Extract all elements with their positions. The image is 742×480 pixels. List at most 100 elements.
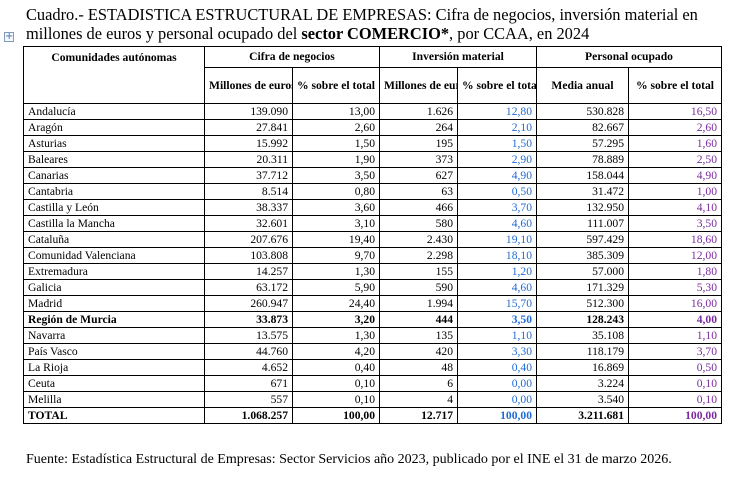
title-sector: sector COMERCIO*	[301, 24, 450, 43]
region-name-cell: Melilla	[23, 391, 205, 408]
value-cell: 3.224	[536, 375, 629, 392]
value-cell: 0,50	[457, 183, 537, 200]
value-cell: 3,10	[292, 215, 380, 232]
table-row: Ceuta 671 0,10 6 0,00 3.224 0,10	[23, 375, 722, 392]
value-cell: 4,10	[628, 199, 722, 216]
value-cell: 557	[204, 391, 293, 408]
value-cell: 78.889	[536, 151, 629, 168]
region-name-cell: Castilla y León	[23, 199, 205, 216]
value-cell: 100,00	[628, 407, 722, 424]
region-name-cell: Canarias	[23, 167, 205, 184]
value-cell: 158.044	[536, 167, 629, 184]
value-cell: 0,50	[628, 359, 722, 376]
value-cell: 1,50	[457, 135, 537, 152]
value-cell: 3,70	[457, 199, 537, 216]
value-cell: 195	[379, 135, 458, 152]
value-cell: 0,10	[628, 391, 722, 408]
value-cell: 3.211.681	[536, 407, 629, 424]
value-cell: 37.712	[204, 167, 293, 184]
value-cell: 171.329	[536, 279, 629, 296]
value-cell: 512.300	[536, 295, 629, 312]
value-cell: 1,30	[292, 327, 380, 344]
table-row: Asturias 15.992 1,50 195 1,50 57.295 1,60	[23, 135, 722, 152]
value-cell: 24,40	[292, 295, 380, 312]
value-cell: 31.472	[536, 183, 629, 200]
value-cell: 13.575	[204, 327, 293, 344]
value-cell: 2.430	[379, 231, 458, 248]
statistics-table: Comunidades autónomas Cifra de negocios …	[23, 46, 722, 424]
value-cell: 135	[379, 327, 458, 344]
value-cell: 57.295	[536, 135, 629, 152]
value-cell: 207.676	[204, 231, 293, 248]
value-cell: 27.841	[204, 119, 293, 136]
value-cell: 3,60	[292, 199, 380, 216]
region-name-cell: Cantabria	[23, 183, 205, 200]
value-cell: 32.601	[204, 215, 293, 232]
value-cell: 5,90	[292, 279, 380, 296]
value-cell: 3,50	[628, 215, 722, 232]
table-row: Cantabria 8.514 0,80 63 0,50 31.472 1,00	[23, 183, 722, 200]
value-cell: 132.950	[536, 199, 629, 216]
region-name-cell: La Rioja	[23, 359, 205, 376]
value-cell: 420	[379, 343, 458, 360]
value-cell: 1,50	[292, 135, 380, 152]
value-cell: 16.869	[536, 359, 629, 376]
value-cell: 103.808	[204, 247, 293, 264]
region-name-cell: Aragón	[23, 119, 205, 136]
subheader-inversion-millones: Millones de euros	[379, 67, 458, 104]
value-cell: 57.000	[536, 263, 629, 280]
region-name-cell: Extremadura	[23, 263, 205, 280]
table-body: Andalucía 139.090 13,00 1.626 12,80 530.828 16…	[23, 103, 722, 424]
value-cell: 260.947	[204, 295, 293, 312]
table-row: Melilla 557 0,10 4 0,00 3.540 0,10	[23, 391, 722, 408]
value-cell: 18,60	[628, 231, 722, 248]
table-move-handle-icon[interactable]: +	[4, 31, 14, 42]
table-row: Comunidad Valenciana 103.808 9,70 2.298 18,1…	[23, 247, 722, 264]
table-row: Andalucía 139.090 13,00 1.626 12,80 530.828 16…	[23, 103, 722, 120]
value-cell: 597.429	[536, 231, 629, 248]
value-cell: 1.994	[379, 295, 458, 312]
value-cell: 3,50	[457, 311, 537, 328]
table-row: TOTAL 1.068.257 100,00 12.717 100,00 3.211.68…	[23, 407, 722, 424]
value-cell: 264	[379, 119, 458, 136]
subheader-personal-pct: % sobre el total	[628, 67, 722, 104]
value-cell: 38.337	[204, 199, 293, 216]
region-name-cell: Galicia	[23, 279, 205, 296]
value-cell: 139.090	[204, 103, 293, 120]
region-name-cell: Andalucía	[23, 103, 205, 120]
value-cell: 16,50	[628, 103, 722, 120]
value-cell: 2,60	[628, 119, 722, 136]
value-cell: 100,00	[457, 407, 537, 424]
value-cell: 1,30	[292, 263, 380, 280]
region-column-header: Comunidades autónomas	[23, 46, 205, 104]
table-row: Castilla la Mancha 32.601 3,10 580 4,60 111.0…	[23, 215, 722, 232]
title-line-2-start: millones de euros y personal ocupado del	[26, 24, 302, 43]
value-cell: 111.007	[536, 215, 629, 232]
value-cell: 13,00	[292, 103, 380, 120]
table-row: Canarias 37.712 3,50 627 4,90 158.044 4,90	[23, 167, 722, 184]
value-cell: 0,10	[292, 375, 380, 392]
subheader-inversion-pct: % sobre el total	[457, 67, 537, 104]
value-cell: 35.108	[536, 327, 629, 344]
value-cell: 1.626	[379, 103, 458, 120]
title-line-2-end: , por CCAA, en 2024	[449, 24, 590, 43]
value-cell: 3,30	[457, 343, 537, 360]
table-row: Aragón 27.841 2,60 264 2,10 82.667 2,60	[23, 119, 722, 136]
value-cell: 118.179	[536, 343, 629, 360]
region-name-cell: Madrid	[23, 295, 205, 312]
subheader-personal-media: Media anual	[536, 67, 629, 104]
value-cell: 9,70	[292, 247, 380, 264]
table-row: Baleares 20.311 1,90 373 2,90 78.889 2,50	[23, 151, 722, 168]
value-cell: 4,60	[457, 279, 537, 296]
value-cell: 16,00	[628, 295, 722, 312]
value-cell: 671	[204, 375, 293, 392]
value-cell: 1,90	[292, 151, 380, 168]
value-cell: 2,50	[628, 151, 722, 168]
value-cell: 0,10	[292, 391, 380, 408]
value-cell: 82.667	[536, 119, 629, 136]
table-header: Comunidades autónomas Cifra de negocios …	[23, 46, 722, 104]
value-cell: 128.243	[536, 311, 629, 328]
table-row: Región de Murcia 33.873 3,20 444 3,50 128.243…	[23, 311, 722, 328]
title-line-1: Cuadro.- ESTADISTICA ESTRUCTURAL DE EMPR…	[26, 5, 698, 24]
group-header-cifra: Cifra de negocios	[204, 46, 380, 68]
